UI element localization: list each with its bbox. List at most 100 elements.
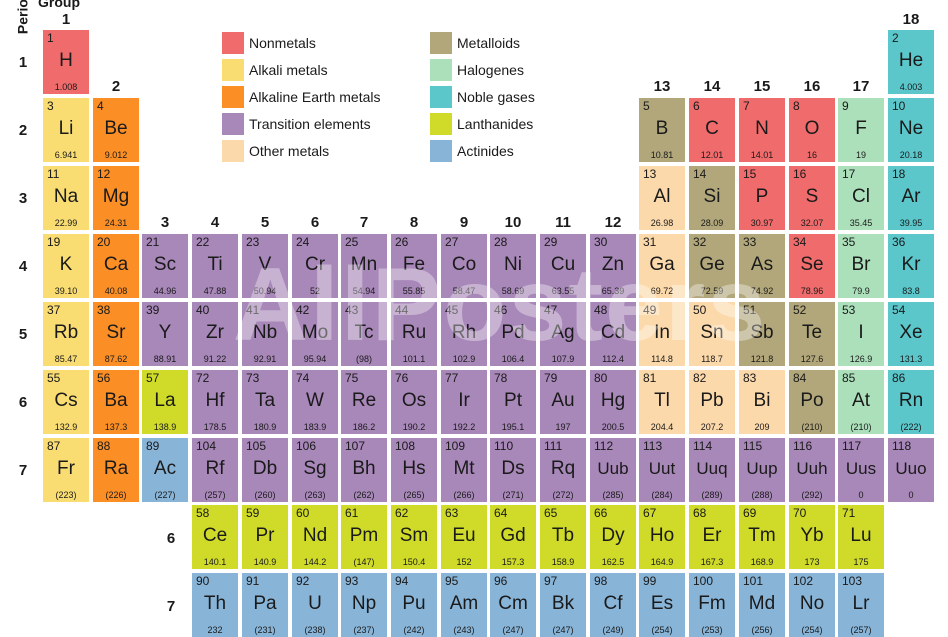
element-cell-rf[interactable]: 104 Rf (257) <box>192 438 238 502</box>
element-cell-ce[interactable]: 58 Ce 140.1 <box>192 505 238 569</box>
element-cell-ti[interactable]: 22 Ti 47.88 <box>192 234 238 298</box>
element-cell-uuq[interactable]: 114 Uuq (289) <box>689 438 735 502</box>
element-cell-ac[interactable]: 89 Ac (227) <box>142 438 188 502</box>
element-cell-h[interactable]: 1 H 1.008 <box>43 30 89 94</box>
element-cell-rh[interactable]: 45 Rh 102.9 <box>441 302 487 366</box>
element-cell-c[interactable]: 6 C 12.01 <box>689 98 735 162</box>
element-cell-uup[interactable]: 115 Uup (288) <box>739 438 785 502</box>
element-cell-pb[interactable]: 82 Pb 207.2 <box>689 370 735 434</box>
element-cell-uub[interactable]: 112 Uub (285) <box>590 438 636 502</box>
element-cell-eu[interactable]: 63 Eu 152 <box>441 505 487 569</box>
element-cell-cd[interactable]: 48 Cd 112.4 <box>590 302 636 366</box>
element-cell-fr[interactable]: 87 Fr (223) <box>43 438 89 502</box>
element-cell-np[interactable]: 93 Np (237) <box>341 573 387 637</box>
element-cell-co[interactable]: 27 Co 58.47 <box>441 234 487 298</box>
element-cell-uus[interactable]: 117 Uus 0 <box>838 438 884 502</box>
element-cell-ru[interactable]: 44 Ru 101.1 <box>391 302 437 366</box>
element-cell-pt[interactable]: 78 Pt 195.1 <box>490 370 536 434</box>
element-cell-re[interactable]: 75 Re 186.2 <box>341 370 387 434</box>
element-cell-o[interactable]: 8 O 16 <box>789 98 835 162</box>
element-cell-si[interactable]: 14 Si 28.09 <box>689 166 735 230</box>
element-cell-lr[interactable]: 103 Lr (257) <box>838 573 884 637</box>
element-cell-y[interactable]: 39 Y 88.91 <box>142 302 188 366</box>
element-cell-pa[interactable]: 91 Pa (231) <box>242 573 288 637</box>
element-cell-al[interactable]: 13 Al 26.98 <box>639 166 685 230</box>
element-cell-hs[interactable]: 108 Hs (265) <box>391 438 437 502</box>
element-cell-ir[interactable]: 77 Ir 192.2 <box>441 370 487 434</box>
element-cell-rn[interactable]: 86 Rn (222) <box>888 370 934 434</box>
element-cell-bk[interactable]: 97 Bk (247) <box>540 573 586 637</box>
element-cell-dy[interactable]: 66 Dy 162.5 <box>590 505 636 569</box>
element-cell-be[interactable]: 4 Be 9.012 <box>93 98 139 162</box>
element-cell-es[interactable]: 99 Es (254) <box>639 573 685 637</box>
element-cell-pu[interactable]: 94 Pu (242) <box>391 573 437 637</box>
element-cell-no[interactable]: 102 No (254) <box>789 573 835 637</box>
element-cell-hg[interactable]: 80 Hg 200.5 <box>590 370 636 434</box>
element-cell-gd[interactable]: 64 Gd 157.3 <box>490 505 536 569</box>
element-cell-ne[interactable]: 10 Ne 20.18 <box>888 98 934 162</box>
element-cell-ta[interactable]: 73 Ta 180.9 <box>242 370 288 434</box>
element-cell-po[interactable]: 84 Po (210) <box>789 370 835 434</box>
element-cell-ga[interactable]: 31 Ga 69.72 <box>639 234 685 298</box>
element-cell-am[interactable]: 95 Am (243) <box>441 573 487 637</box>
element-cell-ni[interactable]: 28 Ni 58.69 <box>490 234 536 298</box>
element-cell-rb[interactable]: 37 Rb 85.47 <box>43 302 89 366</box>
element-cell-zr[interactable]: 40 Zr 91.22 <box>192 302 238 366</box>
element-cell-lu[interactable]: 71 Lu 175 <box>838 505 884 569</box>
element-cell-he[interactable]: 2 He 4.003 <box>888 30 934 94</box>
element-cell-pr[interactable]: 59 Pr 140.9 <box>242 505 288 569</box>
element-cell-zn[interactable]: 30 Zn 65.39 <box>590 234 636 298</box>
element-cell-tb[interactable]: 65 Tb 158.9 <box>540 505 586 569</box>
element-cell-md[interactable]: 101 Md (256) <box>739 573 785 637</box>
element-cell-cs[interactable]: 55 Cs 132.9 <box>43 370 89 434</box>
element-cell-hf[interactable]: 72 Hf 178.5 <box>192 370 238 434</box>
element-cell-cf[interactable]: 98 Cf (249) <box>590 573 636 637</box>
element-cell-xe[interactable]: 54 Xe 131.3 <box>888 302 934 366</box>
element-cell-as[interactable]: 33 As 74.92 <box>739 234 785 298</box>
element-cell-db[interactable]: 105 Db (260) <box>242 438 288 502</box>
element-cell-li[interactable]: 3 Li 6.941 <box>43 98 89 162</box>
element-cell-uuh[interactable]: 116 Uuh (292) <box>789 438 835 502</box>
element-cell-s[interactable]: 16 S 32.07 <box>789 166 835 230</box>
element-cell-sm[interactable]: 62 Sm 150.4 <box>391 505 437 569</box>
element-cell-sn[interactable]: 50 Sn 118.7 <box>689 302 735 366</box>
element-cell-v[interactable]: 23 V 50.94 <box>242 234 288 298</box>
element-cell-uut[interactable]: 113 Uut (284) <box>639 438 685 502</box>
element-cell-at[interactable]: 85 At (210) <box>838 370 884 434</box>
element-cell-br[interactable]: 35 Br 79.9 <box>838 234 884 298</box>
element-cell-tm[interactable]: 69 Tm 168.9 <box>739 505 785 569</box>
element-cell-te[interactable]: 52 Te 127.6 <box>789 302 835 366</box>
element-cell-in[interactable]: 49 In 114.8 <box>639 302 685 366</box>
element-cell-ho[interactable]: 67 Ho 164.9 <box>639 505 685 569</box>
element-cell-mn[interactable]: 25 Mn 54.94 <box>341 234 387 298</box>
element-cell-se[interactable]: 34 Se 78.96 <box>789 234 835 298</box>
element-cell-pd[interactable]: 46 Pd 106.4 <box>490 302 536 366</box>
element-cell-la[interactable]: 57 La 138.9 <box>142 370 188 434</box>
element-cell-sr[interactable]: 38 Sr 87.62 <box>93 302 139 366</box>
element-cell-mo[interactable]: 42 Mo 95.94 <box>292 302 338 366</box>
element-cell-i[interactable]: 53 I 126.9 <box>838 302 884 366</box>
element-cell-rq[interactable]: 111 Rq (272) <box>540 438 586 502</box>
element-cell-ar[interactable]: 18 Ar 39.95 <box>888 166 934 230</box>
element-cell-ra[interactable]: 88 Ra (226) <box>93 438 139 502</box>
element-cell-f[interactable]: 9 F 19 <box>838 98 884 162</box>
element-cell-ca[interactable]: 20 Ca 40.08 <box>93 234 139 298</box>
element-cell-ds[interactable]: 110 Ds (271) <box>490 438 536 502</box>
element-cell-nb[interactable]: 41 Nb 92.91 <box>242 302 288 366</box>
element-cell-yb[interactable]: 70 Yb 173 <box>789 505 835 569</box>
element-cell-uuo[interactable]: 118 Uuo 0 <box>888 438 934 502</box>
element-cell-th[interactable]: 90 Th 232 <box>192 573 238 637</box>
element-cell-er[interactable]: 68 Er 167.3 <box>689 505 735 569</box>
element-cell-cr[interactable]: 24 Cr 52 <box>292 234 338 298</box>
element-cell-nd[interactable]: 60 Nd 144.2 <box>292 505 338 569</box>
element-cell-kr[interactable]: 36 Kr 83.8 <box>888 234 934 298</box>
element-cell-fm[interactable]: 100 Fm (253) <box>689 573 735 637</box>
element-cell-na[interactable]: 11 Na 22.99 <box>43 166 89 230</box>
element-cell-sb[interactable]: 51 Sb 121.8 <box>739 302 785 366</box>
element-cell-sc[interactable]: 21 Sc 44.96 <box>142 234 188 298</box>
element-cell-tl[interactable]: 81 Tl 204.4 <box>639 370 685 434</box>
element-cell-ge[interactable]: 32 Ge 72.59 <box>689 234 735 298</box>
element-cell-k[interactable]: 19 K 39.10 <box>43 234 89 298</box>
element-cell-os[interactable]: 76 Os 190.2 <box>391 370 437 434</box>
element-cell-n[interactable]: 7 N 14.01 <box>739 98 785 162</box>
